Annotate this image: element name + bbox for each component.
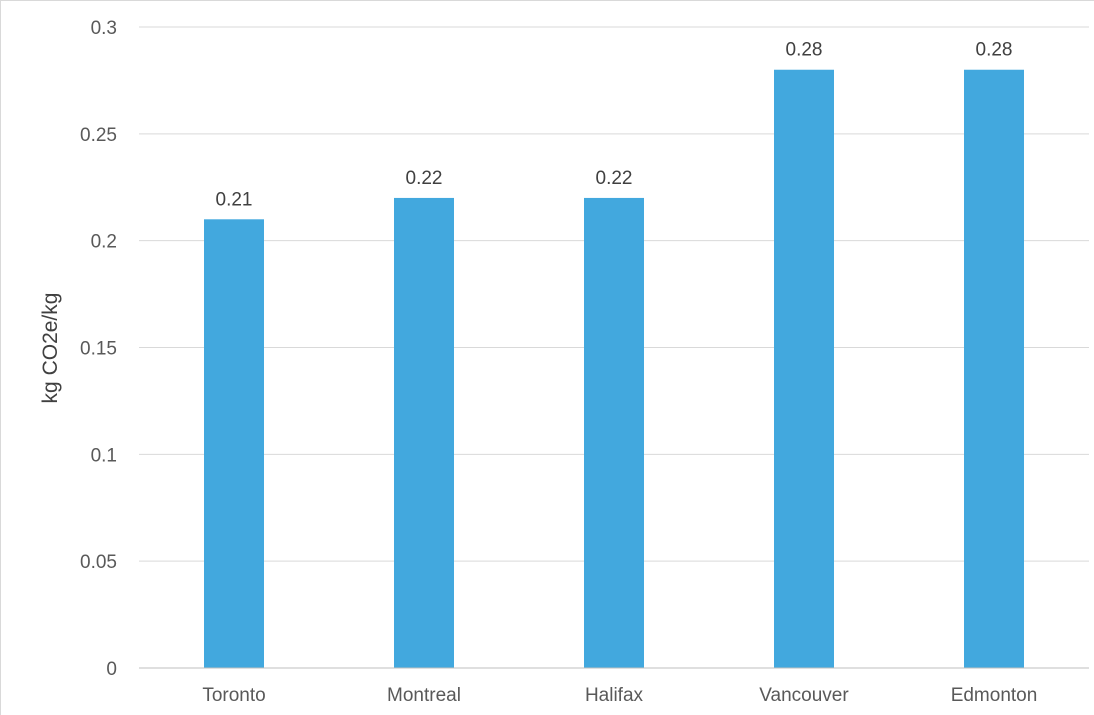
y-tick-label: 0.3 <box>91 18 117 39</box>
data-label: 0.22 <box>406 168 443 189</box>
y-tick-label: 0.25 <box>80 125 117 146</box>
bar <box>584 197 644 668</box>
bar <box>774 69 834 668</box>
data-label: 0.28 <box>976 40 1013 61</box>
bars <box>204 69 1024 669</box>
y-axis-ticks: 0 0.05 0.1 0.15 0.2 0.25 0.3 <box>80 18 117 680</box>
x-tick-label: Vancouver <box>759 685 849 706</box>
data-label: 0.22 <box>596 168 633 189</box>
bar <box>964 69 1024 668</box>
y-tick-label: 0 <box>106 659 117 680</box>
y-axis-label: kg CO2e/kg <box>39 293 62 404</box>
bar <box>204 219 264 669</box>
x-axis-ticks: Toronto Montreal Halifax Vancouver Edmonton <box>202 685 1037 706</box>
data-label: 0.21 <box>216 189 253 210</box>
x-tick-label: Edmonton <box>951 685 1038 706</box>
x-tick-label: Montreal <box>387 685 461 706</box>
y-tick-label: 0.05 <box>80 552 117 573</box>
data-labels: 0.21 0.22 0.22 0.28 0.28 <box>216 40 1013 211</box>
y-tick-label: 0.15 <box>80 339 117 360</box>
x-tick-label: Halifax <box>585 685 644 706</box>
y-tick-label: 0.2 <box>91 232 117 253</box>
x-tick-label: Toronto <box>202 685 265 706</box>
y-tick-label: 0.1 <box>91 445 117 466</box>
bar <box>394 197 454 668</box>
data-label: 0.28 <box>786 40 823 61</box>
